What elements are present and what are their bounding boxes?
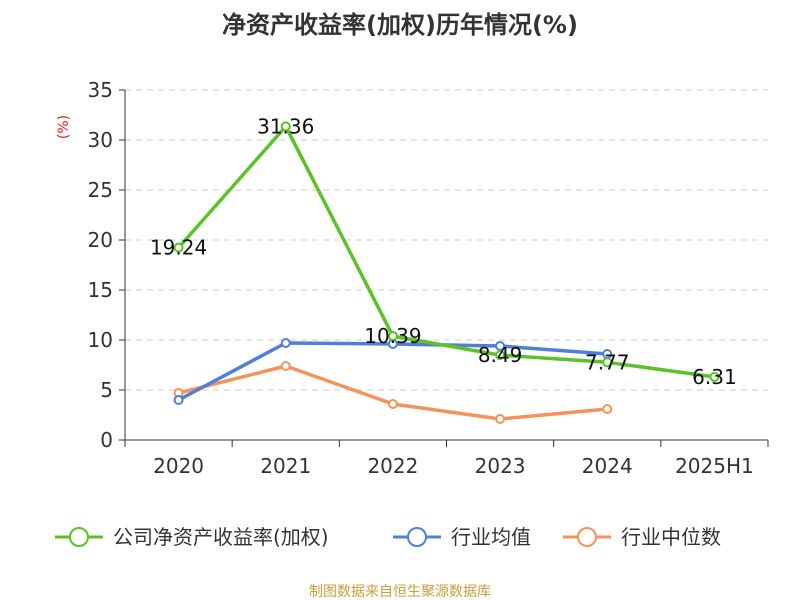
legend-label-0: 公司净资产收益率(加权) <box>113 525 329 549</box>
y-tick-label-0: 0 <box>100 428 113 452</box>
chart-title: 净资产收益率(加权)历年情况(%) <box>222 11 578 39</box>
data-point-s0-2024 <box>602 357 613 368</box>
data-label-2021: 31.36 <box>257 114 314 138</box>
legend-label-2: 行业中位数 <box>621 525 721 549</box>
grid-lines <box>125 89 768 391</box>
series-line-1 <box>176 341 610 402</box>
data-label-2020: 19.24 <box>150 236 207 260</box>
data-label-2024: 7.77 <box>585 350 630 374</box>
data-label-2023: 8.49 <box>478 343 523 367</box>
x-tick-label-2021: 2021 <box>260 454 311 478</box>
y-tick-label-30: 30 <box>88 128 113 152</box>
y-tick-label-5: 5 <box>100 378 113 402</box>
series-line-0 <box>176 124 717 379</box>
x-tick-label-2025H1: 2025H1 <box>675 454 754 478</box>
data-label-2022: 10.39 <box>364 324 421 348</box>
series-layer <box>173 121 720 424</box>
legend-marker-icon-2 <box>577 527 597 547</box>
x-tick-label-2023: 2023 <box>475 454 526 478</box>
data-labels: 19.24 31.36 10.39 8.49 7.77 6.31 <box>150 114 737 389</box>
x-tick-label-2024: 2024 <box>582 454 633 478</box>
y-axis-label: (%) <box>56 115 72 139</box>
axes: 0 5 10 15 20 25 30 35 2020 2021 2022 2023 2024 2025H1 <box>88 78 769 478</box>
data-point-s0-2022 <box>387 331 398 342</box>
legend-label-1: 行业均值 <box>451 525 531 549</box>
data-label-2025H1: 6.31 <box>692 365 737 389</box>
data-point-s0-2021 <box>280 121 291 132</box>
data-point-s1-2023 <box>495 341 506 351</box>
data-point-s0-2020 <box>173 242 184 253</box>
data-point-s2-2021 <box>280 361 291 371</box>
y-tick-label-35: 35 <box>88 78 113 102</box>
y-tick-label-15: 15 <box>88 278 113 302</box>
data-point-s2-2023 <box>495 414 506 424</box>
legend-marker-icon-0 <box>69 527 89 547</box>
legend-marker-icon-1 <box>407 527 427 547</box>
series-line-2 <box>176 364 610 421</box>
y-tick-label-10: 10 <box>88 328 113 352</box>
data-point-s0-2023 <box>495 350 506 361</box>
data-point-s1-2021 <box>280 338 291 348</box>
data-point-s0-2025H1 <box>709 371 720 382</box>
legend[interactable]: 公司净资产收益率(加权) 行业均值 行业中位数 <box>55 525 721 549</box>
y-tick-label-25: 25 <box>88 178 113 202</box>
source-note: 制图数据来自恒生聚源数据库 <box>309 584 491 600</box>
data-point-s2-2024 <box>602 404 613 414</box>
x-tick-label-2020: 2020 <box>153 454 204 478</box>
data-point-s2-2022 <box>387 399 398 409</box>
y-tick-label-20: 20 <box>88 228 113 252</box>
data-point-s1-2020 <box>173 395 184 405</box>
x-tick-label-2022: 2022 <box>367 454 418 478</box>
